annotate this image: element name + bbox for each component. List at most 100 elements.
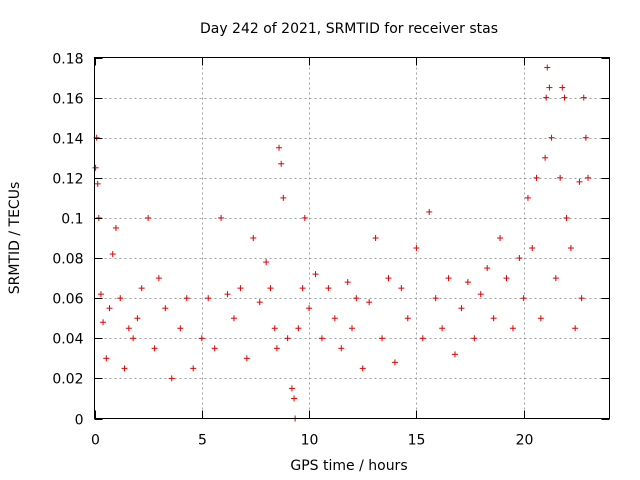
data-point: [97, 291, 104, 298]
data-point: [218, 214, 225, 221]
x-tick-label: 20: [516, 433, 534, 449]
data-point: [452, 351, 458, 358]
data-point: [301, 214, 308, 221]
data-point: [267, 285, 274, 292]
data-point: [299, 285, 306, 292]
data-point: [130, 335, 137, 342]
data-point: [546, 84, 553, 91]
y-tick-label: 0.1: [61, 212, 83, 228]
data-point: [582, 134, 589, 141]
data-point: [372, 235, 379, 241]
data-point: [103, 355, 110, 362]
data-point: [576, 178, 583, 185]
data-point: [312, 271, 319, 278]
axes: 0 0.02 0.04 0.06 0.08 0.1 0.12 0.14 0.16 0.18 0 5 10…: [52, 52, 610, 449]
data-point: [280, 194, 287, 201]
data-point: [109, 251, 116, 258]
data-point: [250, 235, 257, 241]
data-point: [291, 395, 298, 402]
data-point: [585, 174, 592, 181]
grid-lines: [94, 57, 610, 419]
data-point: [578, 295, 585, 302]
data-point: [344, 279, 351, 286]
data-points: [92, 64, 592, 422]
y-tick-label: 0.18: [52, 52, 83, 68]
data-point: [318, 335, 325, 342]
data-point: [145, 214, 152, 221]
data-point: [524, 194, 531, 201]
data-point: [349, 325, 355, 332]
data-point: [284, 335, 291, 342]
data-point: [162, 305, 169, 312]
data-point: [325, 285, 332, 292]
y-tick-label: 0.12: [52, 172, 83, 188]
y-tick-label: 0.02: [52, 372, 83, 388]
data-point: [537, 315, 544, 322]
data-point: [205, 295, 212, 302]
data-point: [359, 365, 366, 372]
data-point: [516, 255, 523, 262]
data-point: [458, 305, 465, 312]
data-point: [563, 214, 570, 221]
data-point: [464, 279, 471, 286]
data-point: [94, 180, 101, 187]
data-point: [580, 94, 587, 101]
data-point: [572, 325, 579, 332]
data-point: [391, 359, 398, 366]
data-point: [561, 94, 568, 101]
data-point: [100, 319, 107, 326]
data-point: [439, 325, 446, 332]
data-point: [263, 259, 270, 266]
data-point: [520, 295, 527, 302]
x-axis-label: GPS time / hours: [290, 458, 407, 474]
y-tick-label: 0.14: [52, 132, 83, 148]
data-point: [398, 285, 405, 292]
data-point: [426, 208, 433, 215]
data-point: [503, 275, 510, 282]
data-point: [243, 355, 250, 362]
data-point: [288, 385, 295, 392]
data-point: [211, 345, 218, 352]
data-point: [567, 245, 574, 252]
data-point: [497, 235, 504, 241]
data-point: [557, 174, 564, 181]
data-point: [471, 335, 478, 342]
data-point: [379, 335, 386, 342]
data-point: [542, 154, 549, 161]
data-point: [278, 160, 285, 167]
data-point: [331, 315, 338, 322]
data-point: [306, 305, 313, 312]
x-tick-label: 10: [301, 433, 319, 449]
chart-title: Day 242 of 2021, SRMTID for receiver sta…: [200, 21, 498, 37]
data-point: [404, 315, 411, 322]
plot-frame: [94, 57, 610, 419]
data-point: [237, 285, 244, 292]
data-point: [419, 335, 426, 342]
y-tick-label: 0.08: [52, 252, 83, 268]
data-point: [413, 245, 420, 252]
x-tick-label: 15: [408, 433, 426, 449]
data-point: [198, 335, 205, 342]
data-point: [138, 285, 145, 292]
x-tick-label: 0: [91, 433, 100, 449]
data-point: [432, 295, 439, 302]
data-point: [256, 299, 263, 306]
data-point: [134, 315, 141, 322]
data-point: [151, 345, 158, 352]
data-point: [273, 345, 280, 352]
data-point: [112, 224, 119, 231]
data-point: [230, 315, 237, 322]
data-point: [366, 299, 373, 306]
data-point: [548, 134, 555, 141]
y-tick-label: 0.04: [52, 332, 83, 348]
data-point: [95, 214, 102, 221]
data-point: [445, 275, 452, 282]
data-point: [490, 315, 497, 322]
data-point: [168, 375, 175, 382]
data-point: [509, 325, 516, 332]
x-tick-label: 5: [198, 433, 207, 449]
data-point: [338, 345, 345, 352]
data-point: [155, 275, 162, 282]
data-point: [529, 245, 536, 252]
